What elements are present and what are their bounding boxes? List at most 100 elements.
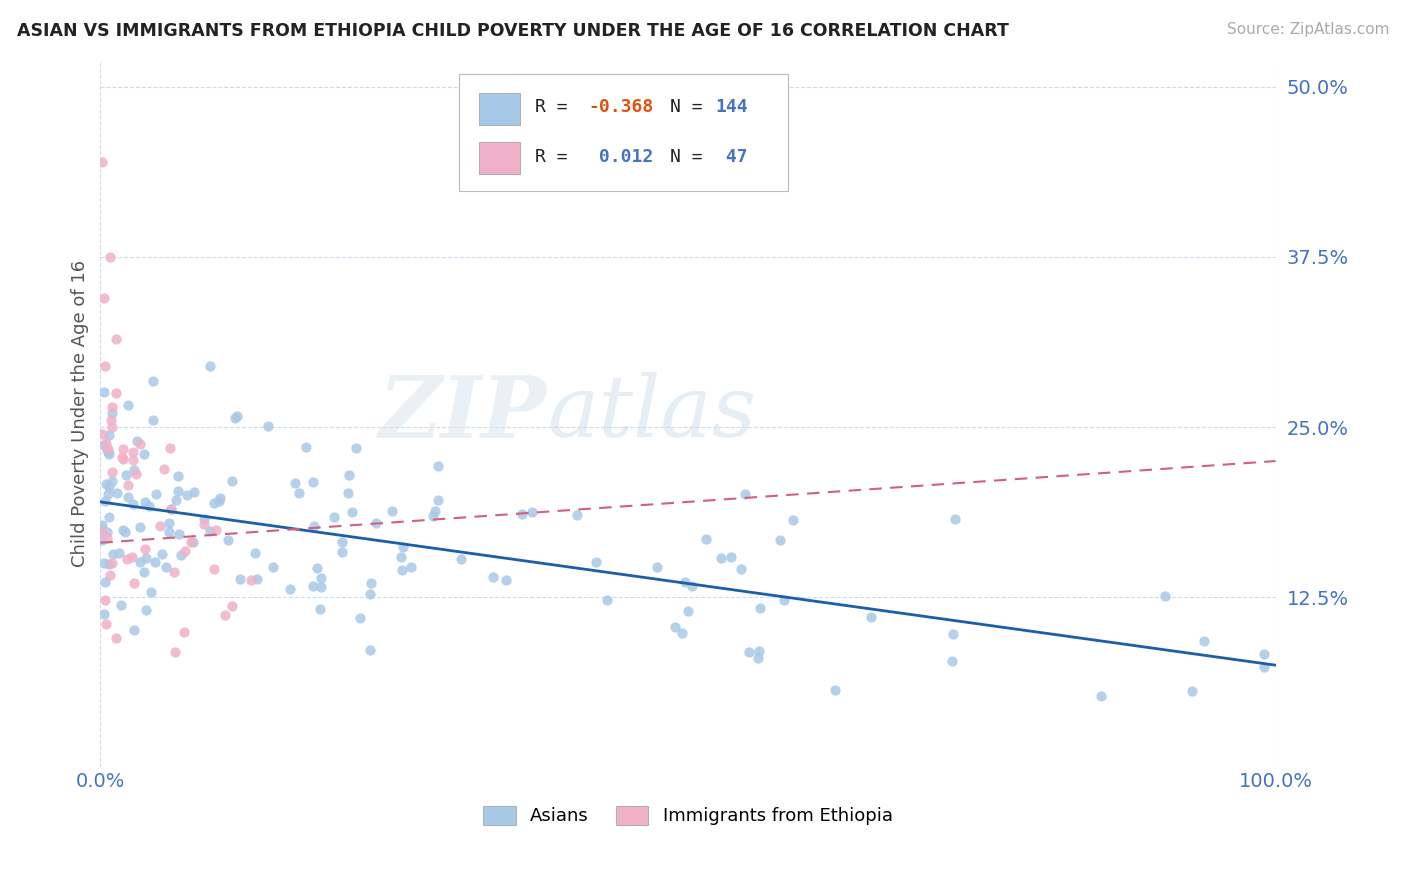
Point xyxy=(1181,683,1204,698)
Point xyxy=(647,560,669,574)
Point xyxy=(159,441,181,455)
Point xyxy=(96,531,118,545)
Point xyxy=(97,445,120,459)
Point xyxy=(100,465,122,479)
Point xyxy=(117,478,139,492)
Text: atlas: atlas xyxy=(547,372,756,455)
Point xyxy=(1090,690,1112,704)
Point xyxy=(225,409,247,423)
Point xyxy=(167,469,190,483)
Point xyxy=(98,250,121,264)
Point xyxy=(159,502,181,516)
Point xyxy=(101,556,124,570)
FancyBboxPatch shape xyxy=(458,74,787,191)
Point xyxy=(122,497,145,511)
Point xyxy=(110,599,132,613)
Legend: Asians, Immigrants from Ethiopia: Asians, Immigrants from Ethiopia xyxy=(484,806,893,825)
Point xyxy=(284,475,307,490)
Point xyxy=(221,599,243,613)
Point xyxy=(943,512,966,526)
Point xyxy=(217,533,239,547)
Point xyxy=(181,534,204,549)
Bar xyxy=(479,93,520,125)
Point xyxy=(125,434,148,449)
Point xyxy=(114,524,136,539)
Point xyxy=(450,552,472,566)
Point xyxy=(427,459,450,474)
Point xyxy=(257,419,280,434)
Point xyxy=(495,573,517,587)
Point xyxy=(676,604,699,618)
Point xyxy=(243,546,266,560)
Point xyxy=(595,592,617,607)
Text: 144: 144 xyxy=(716,98,748,116)
Point xyxy=(138,500,160,514)
Point xyxy=(208,494,231,508)
Point xyxy=(202,562,225,576)
Point xyxy=(122,453,145,467)
Point xyxy=(240,573,263,587)
Point xyxy=(134,542,156,557)
Point xyxy=(773,592,796,607)
Point xyxy=(135,602,157,616)
Point xyxy=(295,440,318,454)
Point xyxy=(134,447,156,461)
Point xyxy=(115,552,138,566)
Point xyxy=(309,571,332,585)
Point xyxy=(673,575,696,590)
Point xyxy=(198,359,221,373)
Point xyxy=(337,486,360,500)
Point xyxy=(98,447,121,461)
Point xyxy=(782,512,804,526)
Point xyxy=(389,550,412,565)
Point xyxy=(330,545,353,559)
Point xyxy=(142,413,165,427)
Point xyxy=(710,551,733,566)
Y-axis label: Child Poverty Under the Age of 16: Child Poverty Under the Age of 16 xyxy=(72,260,89,567)
Point xyxy=(1154,589,1177,603)
Point xyxy=(941,654,963,668)
Text: -0.368: -0.368 xyxy=(588,98,654,116)
Point xyxy=(153,461,176,475)
Point xyxy=(101,547,124,561)
Point xyxy=(734,487,756,501)
Point xyxy=(111,450,134,464)
Text: N =: N = xyxy=(671,98,703,116)
Point xyxy=(160,502,183,516)
Point xyxy=(359,642,381,657)
Point xyxy=(423,504,446,518)
Point xyxy=(392,540,415,554)
Point xyxy=(942,627,965,641)
Point xyxy=(695,532,717,546)
Point xyxy=(302,579,325,593)
Point xyxy=(98,568,121,582)
Point xyxy=(824,683,846,698)
Point xyxy=(173,624,195,639)
Point xyxy=(337,468,360,483)
Point xyxy=(567,508,589,522)
Point xyxy=(671,626,693,640)
Point xyxy=(93,385,115,400)
Point xyxy=(180,535,202,549)
Point xyxy=(155,560,177,574)
Point xyxy=(748,643,770,657)
Point xyxy=(202,496,225,510)
Point xyxy=(139,585,162,599)
Point xyxy=(100,420,122,434)
Point xyxy=(122,463,145,477)
Point xyxy=(162,565,184,579)
Point xyxy=(96,442,118,456)
Point xyxy=(302,475,325,490)
Point xyxy=(520,505,543,519)
Point xyxy=(391,563,413,577)
Point xyxy=(174,544,197,558)
Point xyxy=(97,510,120,524)
Point xyxy=(112,523,135,537)
Text: N =: N = xyxy=(671,147,703,166)
Point xyxy=(302,519,325,533)
Point xyxy=(340,504,363,518)
Point xyxy=(381,504,404,518)
Point xyxy=(94,477,117,491)
Point xyxy=(91,524,114,539)
Point xyxy=(167,526,190,541)
